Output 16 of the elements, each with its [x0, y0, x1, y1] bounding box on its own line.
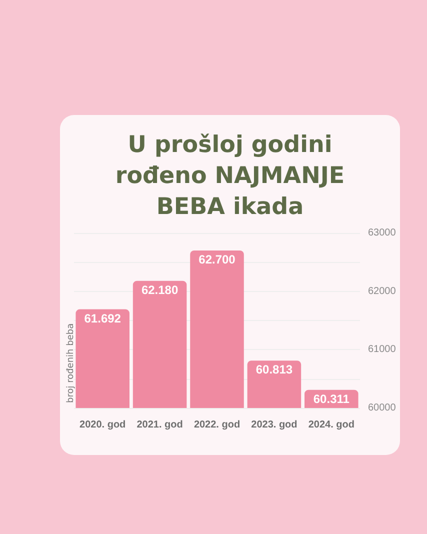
x-tick-label: 2023. god [251, 420, 298, 430]
data-label: 61.692 [84, 311, 122, 326]
y-tick-label: 60000 [368, 402, 396, 414]
y-tick-label: 62000 [368, 286, 396, 297]
x-tick-label: 2020. god [80, 420, 126, 430]
x-tick-label: 2024. god [308, 420, 354, 430]
data-label: 62.700 [198, 252, 236, 266]
data-label: 60.813 [256, 362, 293, 377]
y-tick-label: 61000 [368, 344, 396, 356]
data-label: 62.180 [141, 282, 178, 297]
y-axis-title: broj rođenih beba [66, 323, 76, 403]
x-tick-label: 2021. god [136, 420, 183, 430]
y-tick-label: 63000 [368, 228, 396, 238]
chart-title: U prošloj godini rođeno NAJMANJE BEBA ikada [114, 131, 346, 222]
x-tick-label: 2022. god [194, 420, 240, 430]
data-label: 60.311 [313, 392, 350, 406]
